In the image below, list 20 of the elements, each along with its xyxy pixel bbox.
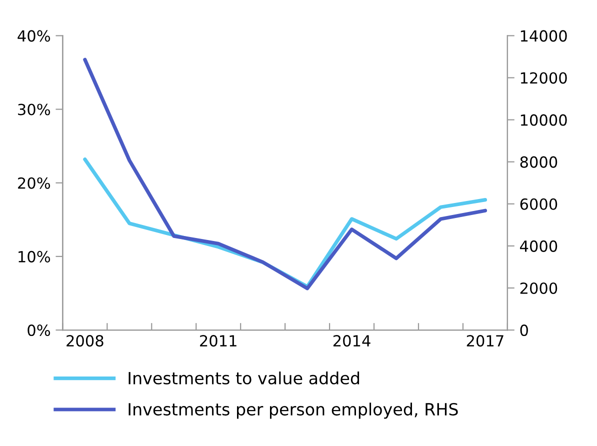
y-tick-label: 30% <box>18 104 50 116</box>
y2-tick-label: 2000 <box>520 282 558 294</box>
y2-tick-label: 8000 <box>520 156 558 168</box>
y2-tick-label: 4000 <box>520 240 558 252</box>
y-tick-label: 10% <box>18 250 50 262</box>
y2-tick-label: 10000 <box>520 114 567 126</box>
legend-label: Investments to value added <box>128 372 360 384</box>
y2-tick-label: 12000 <box>520 72 567 84</box>
legend-label: Investments per person employed, RHS <box>128 402 458 419</box>
y2-tick-label: 6000 <box>520 198 558 210</box>
y2-tick-label: 0 <box>520 324 528 336</box>
y-tick-label: 20% <box>18 177 50 189</box>
y2-tick-label: 14000 <box>520 30 567 42</box>
y-tick-label: 40% <box>18 30 50 42</box>
x-tick-label: 2014 <box>333 335 370 347</box>
x-tick-label: 2008 <box>66 335 104 347</box>
x-tick-label: 2011 <box>200 335 236 347</box>
y-tick-label: 0% <box>28 324 50 336</box>
x-tick-label: 2017 <box>466 335 504 347</box>
line-series <box>83 58 488 290</box>
